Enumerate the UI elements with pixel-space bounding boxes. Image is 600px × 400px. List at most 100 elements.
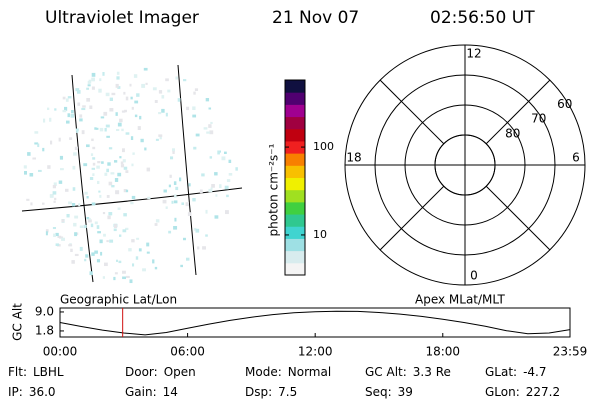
pixel: [136, 93, 140, 97]
pixel: [86, 196, 89, 199]
pixel: [83, 163, 88, 167]
pixel: [87, 81, 91, 85]
date: 21 Nov 07: [272, 8, 359, 28]
mlt-label: 18: [346, 151, 361, 165]
pixel: [185, 202, 190, 207]
pixel: [228, 159, 232, 164]
color-step: [285, 165, 305, 178]
pixel: [92, 157, 96, 160]
pixel: [132, 152, 135, 155]
pixel: [49, 117, 52, 122]
pixel: [102, 276, 106, 279]
pixel: [124, 109, 127, 113]
pixel: [109, 239, 114, 243]
info-item: Flt: LBHL: [8, 365, 64, 379]
pixel: [158, 90, 163, 94]
pixel: [141, 83, 146, 88]
title: Ultraviolet Imager: [45, 8, 199, 28]
pixel: [136, 237, 140, 240]
mlat-label: 60: [557, 97, 572, 111]
info-value: 3.3 Re: [413, 365, 451, 379]
pixel: [194, 88, 199, 91]
pixel: [117, 207, 121, 210]
pixel: [224, 185, 229, 190]
colorbar-frame: [284, 79, 306, 276]
pixel: [125, 189, 129, 193]
pixel: [58, 137, 61, 142]
pixel: [55, 243, 60, 246]
info-item: GLat: -4.7: [485, 365, 547, 379]
pixel: [105, 92, 110, 97]
pixel: [104, 262, 108, 267]
pixel: [224, 151, 227, 154]
pixel: [152, 87, 157, 91]
info-value: -4.7: [523, 365, 546, 379]
pixel: [97, 180, 100, 185]
x-tick-label: 12:00: [298, 345, 333, 359]
pixel: [23, 165, 27, 169]
pixel: [98, 190, 101, 193]
pixel: [24, 171, 27, 175]
pixel: [103, 233, 106, 237]
pixel: [116, 71, 120, 75]
geo-line: [71, 74, 94, 283]
pixel: [181, 202, 185, 205]
info-label: Door:: [125, 365, 158, 379]
pixel: [72, 187, 76, 191]
pixel: [78, 203, 81, 207]
pixel: [102, 72, 105, 76]
pixel: [91, 138, 94, 142]
pixel: [117, 86, 121, 89]
pixel: [74, 253, 79, 257]
pixel: [115, 190, 120, 195]
pixel: [61, 219, 65, 223]
pixel: [173, 226, 178, 230]
pixel: [91, 252, 95, 256]
info-value: 39: [398, 385, 413, 399]
pixel: [186, 257, 190, 261]
pixel: [154, 100, 158, 103]
pixel: [99, 78, 102, 82]
pixel: [97, 161, 101, 164]
pixel: [115, 83, 119, 88]
pixel: [188, 183, 191, 187]
pixel: [71, 203, 76, 207]
pixel: [79, 118, 83, 122]
pixel: [146, 167, 151, 172]
info-label: Mode:: [245, 365, 282, 379]
pixel: [86, 87, 90, 90]
pixel: [75, 128, 79, 132]
pixel: [144, 147, 147, 151]
pixel: [70, 248, 73, 252]
pixel: [49, 194, 54, 198]
pixel: [228, 173, 233, 176]
pixel: [145, 82, 148, 85]
pixel: [163, 189, 167, 193]
color-step: [285, 128, 305, 142]
pixel: [99, 194, 102, 198]
pixel: [161, 108, 165, 113]
pixel: [106, 168, 110, 173]
pixel: [186, 106, 190, 111]
pixel: [106, 195, 110, 198]
mlat-label: 70: [531, 112, 546, 126]
pixel: [98, 88, 102, 93]
pixel: [154, 266, 158, 270]
x-tick-label: 00:00: [43, 345, 78, 359]
pixel: [225, 210, 229, 215]
pixel: [171, 200, 174, 204]
pixel: [161, 95, 165, 99]
color-step: [285, 189, 305, 203]
pixel: [94, 221, 98, 225]
pixel: [154, 223, 158, 226]
pixel: [103, 111, 108, 116]
pixel: [47, 165, 51, 169]
pixel: [74, 146, 78, 150]
x-tick-label: 18:00: [425, 345, 460, 359]
pixel: [193, 227, 197, 231]
pixel: [104, 172, 108, 176]
spoke: [379, 185, 445, 251]
pixel: [214, 172, 218, 176]
pixel: [65, 188, 69, 192]
pixel: [133, 74, 138, 78]
